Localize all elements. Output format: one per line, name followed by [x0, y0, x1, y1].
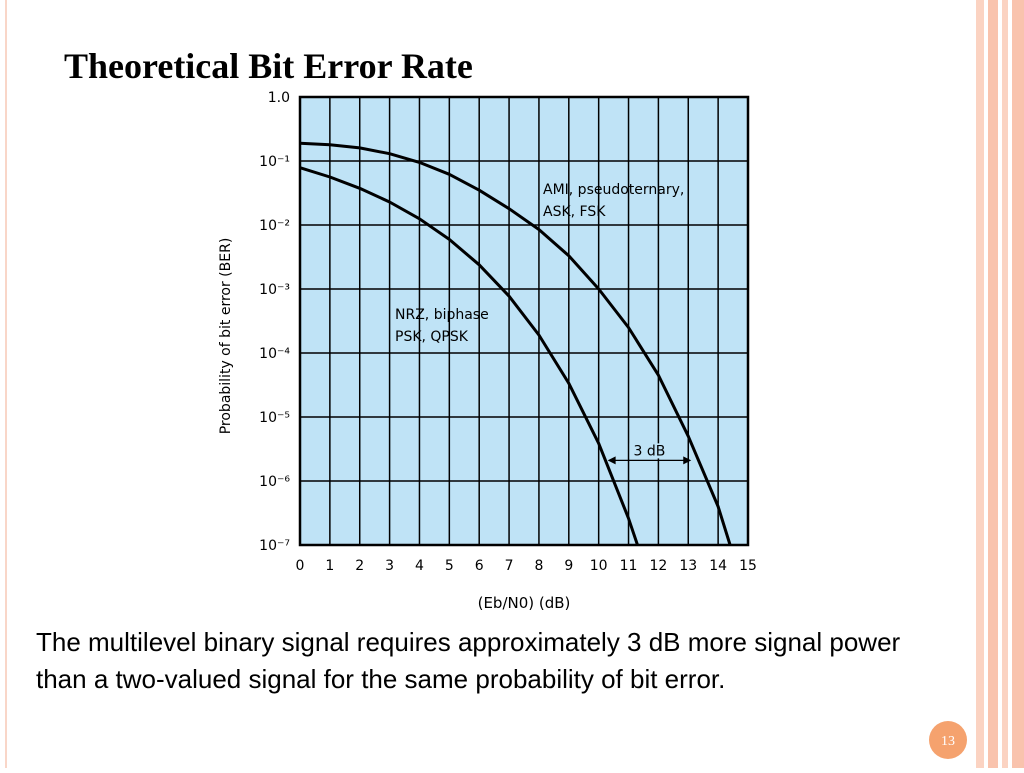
- x-tick-label: 9: [564, 558, 573, 574]
- series-label: NRZ, biphase: [395, 307, 489, 323]
- x-tick-label: 4: [415, 558, 424, 574]
- x-tick-label: 1: [325, 558, 334, 574]
- y-tick-label: 10⁻³: [259, 282, 290, 298]
- plot: 0 1 2 3 4 5 6 7 8 9 10 11 12 13 14 151.010⁻¹10⁻²10⁻³10⁻…: [259, 90, 757, 574]
- x-axis-label: (Eb/N0) (dB): [478, 594, 571, 612]
- x-tick-label: 5: [445, 558, 454, 574]
- page-number: 13: [941, 734, 955, 749]
- y-tick-label: 10⁻¹: [259, 154, 290, 170]
- x-tick-label: 3: [385, 558, 394, 574]
- series-label: PSK, QPSK: [395, 329, 469, 345]
- annotation-text: 3 dB: [634, 443, 666, 459]
- y-tick-label: 10⁻²: [259, 218, 290, 234]
- body-text: The multilevel binary signal requires ap…: [36, 627, 901, 694]
- stripe: [976, 0, 984, 768]
- body-box: The multilevel binary signal requires ap…: [36, 627, 901, 694]
- y-tick-label: 10⁻⁷: [259, 538, 290, 554]
- arrow-head: [683, 456, 692, 465]
- x-tick-label: 15: [739, 558, 757, 574]
- stripe: [1002, 0, 1008, 768]
- y-tick-label: 1.0: [268, 90, 290, 106]
- x-tick-label: 11: [620, 558, 638, 574]
- y-axis-label: Probability of bit error (BER): [218, 238, 234, 435]
- x-tick-label: 8: [534, 558, 543, 574]
- series-label: AMI, pseudoternary,: [543, 182, 684, 198]
- plot-background: [300, 97, 748, 545]
- x-tick-label: 0: [296, 558, 305, 574]
- x-tick-label: 7: [505, 558, 514, 574]
- x-tick-label: 2: [355, 558, 364, 574]
- annotation-bg: [629, 443, 670, 459]
- y-tick-label: 10⁻⁴: [259, 346, 290, 362]
- y-tick-label: 10⁻⁵: [259, 410, 290, 426]
- stripe: [988, 0, 998, 768]
- x-tick-label: 14: [709, 558, 727, 574]
- plot-border: [298, 95, 750, 547]
- x-tick-label: 6: [475, 558, 484, 574]
- series-line: [299, 141, 732, 546]
- annotation-arrow: [607, 456, 692, 465]
- slide-title: Theoretical Bit Error Rate: [64, 46, 473, 86]
- page-badge: [929, 721, 967, 759]
- x-tick-label: 13: [679, 558, 697, 574]
- x-tick-label: 10: [590, 558, 608, 574]
- series-line: [299, 166, 639, 546]
- stripe: [1012, 0, 1024, 768]
- x-tick-label: 12: [649, 558, 667, 574]
- series-label: ASK, FSK: [543, 204, 606, 220]
- y-tick-label: 10⁻⁶: [259, 474, 290, 490]
- arrow-head: [607, 456, 616, 465]
